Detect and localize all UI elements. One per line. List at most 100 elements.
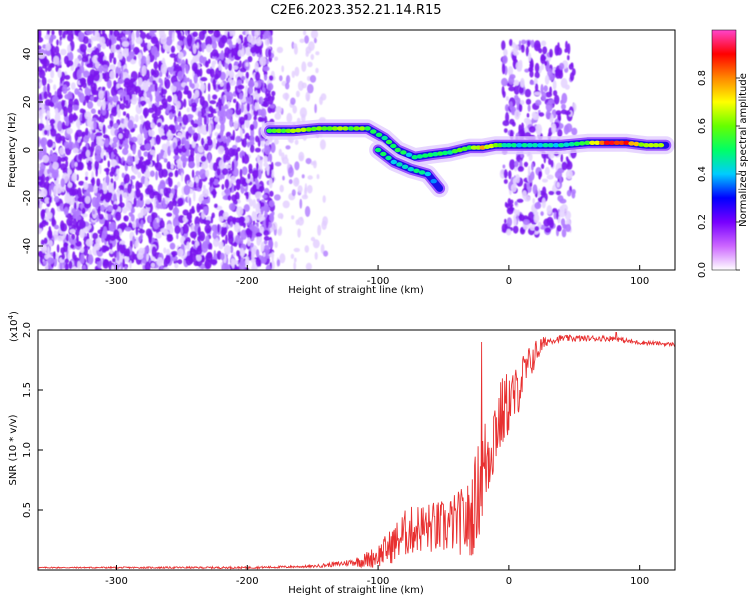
noise-speckle (526, 40, 531, 47)
noise-speckle (117, 158, 123, 164)
noise-speckle (56, 235, 64, 242)
noise-speckle (565, 40, 568, 50)
noise-speckle (233, 241, 238, 247)
noise-speckle (169, 66, 174, 75)
noise-speckle (42, 260, 47, 266)
noise-speckle (521, 44, 525, 53)
noise-speckle (89, 57, 92, 66)
noise-speckle (246, 95, 253, 106)
noise-speckle (66, 30, 73, 35)
noise-speckle (124, 265, 128, 270)
noise-speckle (245, 191, 249, 200)
noise-speckle (232, 199, 238, 205)
noise-speckle (196, 245, 203, 255)
noise-speckle (46, 83, 50, 94)
signal-blob (390, 143, 397, 149)
noise-speckle (502, 90, 506, 98)
noise-speckle (569, 72, 575, 82)
noise-speckle (176, 104, 179, 113)
noise-speckle (191, 140, 196, 149)
noise-speckle (235, 238, 238, 243)
noise-speckle (271, 169, 275, 179)
noise-speckle (139, 100, 147, 106)
noise-speckle (50, 128, 57, 137)
noise-speckle (208, 105, 213, 113)
noise-speckle (303, 30, 307, 36)
noise-speckle (215, 124, 221, 130)
noise-speckle (240, 103, 244, 113)
noise-speckle (163, 158, 168, 163)
noise-speckle (282, 175, 285, 181)
noise-speckle (204, 143, 209, 151)
noise-speckle (46, 110, 51, 120)
noise-speckle (212, 237, 220, 248)
noise-speckle (113, 30, 120, 37)
noise-speckle (281, 65, 285, 73)
noise-speckle (96, 99, 102, 107)
noise-speckle (207, 152, 212, 164)
noise-speckle (258, 185, 265, 192)
noise-speckle (160, 188, 164, 194)
noise-speckle (57, 120, 63, 132)
signal-blob (643, 143, 650, 148)
noise-speckle (156, 96, 160, 108)
y-tick-label: 40 (22, 48, 33, 61)
noise-speckle (291, 189, 296, 197)
colorbar-ticks: 0.0 0.2 0.4 0.6 0.8 (697, 70, 740, 278)
noise-speckle (41, 173, 46, 184)
noise-speckle (322, 216, 328, 226)
noise-speckle (228, 234, 234, 245)
noise-speckle (226, 81, 231, 93)
noise-speckle (267, 82, 274, 91)
noise-speckle (255, 232, 263, 237)
noise-speckle (205, 44, 213, 53)
noise-speckle (197, 116, 203, 127)
noise-speckle (231, 161, 235, 172)
noise-speckle (118, 133, 123, 140)
noise-speckle (143, 132, 148, 139)
noise-speckle (243, 204, 250, 212)
noise-speckle (259, 32, 263, 40)
noise-speckle (247, 34, 253, 43)
noise-speckle (258, 259, 262, 267)
noise-speckle (504, 218, 507, 224)
noise-speckle (512, 41, 516, 47)
noise-speckle (304, 183, 308, 194)
noise-speckle (252, 199, 256, 209)
noise-speckle (38, 224, 43, 229)
noise-speckle (250, 144, 255, 153)
noise-speckle (48, 184, 52, 196)
x-tick-label: 100 (630, 576, 649, 587)
noise-speckle (244, 36, 247, 46)
noise-speckle (38, 109, 44, 120)
noise-speckle (38, 30, 41, 41)
noise-speckle (556, 225, 562, 232)
noise-speckle (527, 165, 531, 176)
noise-speckle (149, 31, 155, 36)
noise-speckle (306, 94, 310, 102)
noise-speckle (239, 216, 246, 223)
noise-speckle (52, 251, 56, 260)
noise-speckle (173, 155, 181, 160)
noise-speckle (210, 259, 218, 265)
signal-blob (413, 168, 420, 173)
noise-speckle (541, 91, 547, 102)
noise-speckle (67, 252, 71, 261)
noise-speckle (218, 60, 222, 71)
noise-speckle (50, 62, 55, 68)
signal-blob (305, 127, 312, 132)
signal-blob (466, 145, 473, 150)
noise-speckle (230, 245, 234, 254)
noise-speckle (114, 165, 120, 170)
noise-speckle (554, 94, 560, 105)
noise-speckle (534, 62, 540, 73)
noise-speckle (259, 46, 262, 56)
signal-blob (501, 143, 508, 148)
colorbar-label: Normalized spectral amplitude (738, 73, 749, 227)
noise-speckle (74, 132, 79, 142)
noise-speckle (534, 226, 540, 232)
noise-speckle (223, 52, 227, 58)
noise-speckle (109, 242, 113, 250)
noise-speckle (101, 245, 107, 253)
noise-speckle (222, 211, 229, 220)
